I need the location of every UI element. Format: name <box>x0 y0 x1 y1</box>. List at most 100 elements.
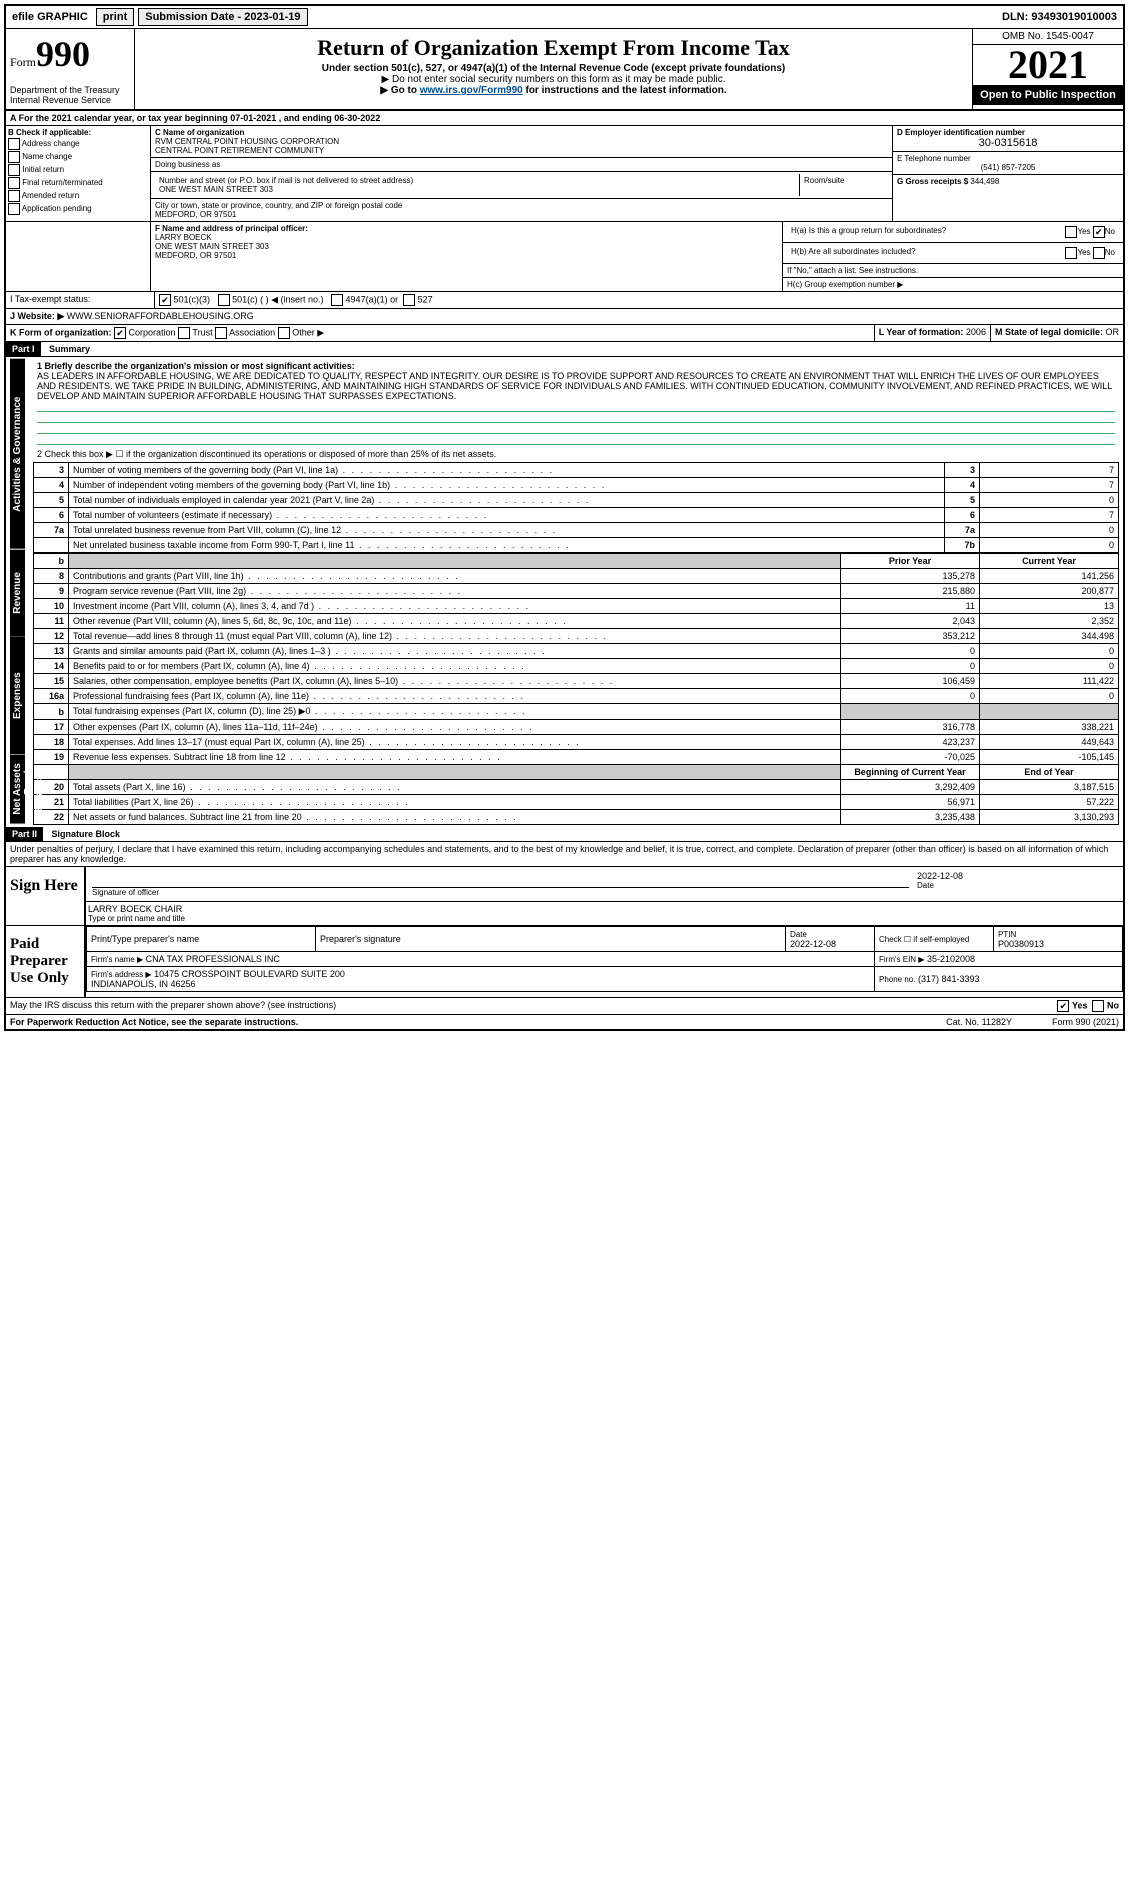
dba-row: Doing business as <box>151 158 892 172</box>
end-year-hdr: End of Year <box>980 765 1119 780</box>
chk-amended[interactable] <box>8 190 20 202</box>
curr-val: 57,222 <box>980 795 1119 810</box>
line-desc: Number of independent voting members of … <box>69 478 945 493</box>
ha-yes[interactable] <box>1065 226 1077 238</box>
vtab-net: Net Assets or Fund Balances <box>10 755 25 825</box>
goto-post: for instructions and the latest informat… <box>523 85 727 96</box>
prior-val: -70,025 <box>841 750 980 765</box>
money-line: bTotal fundraising expenses (Part IX, co… <box>34 704 1119 720</box>
chk-amended-label: Amended return <box>22 191 79 200</box>
line-num: 10 <box>34 599 69 614</box>
line-val: 0 <box>980 538 1119 553</box>
prior-val: 0 <box>841 689 980 704</box>
chk-app[interactable] <box>8 203 20 215</box>
i-label: I Tax-exempt status: <box>6 292 155 308</box>
gov-line: 4Number of independent voting members of… <box>34 478 1119 493</box>
ha-no[interactable] <box>1093 226 1105 238</box>
phone-value: (541) 857-7205 <box>897 163 1119 172</box>
chk-trust[interactable] <box>178 327 190 339</box>
l-527: 527 <box>418 294 433 304</box>
year-cols-table: b Prior Year Current Year 8Contributions… <box>33 553 1119 825</box>
officer-signature-line[interactable] <box>92 871 909 888</box>
l-label: L Year of formation: <box>879 327 964 337</box>
chk-address[interactable] <box>8 138 20 150</box>
pp-col4: Check ☐ if self-employed <box>875 927 994 952</box>
curr-val: 0 <box>980 659 1119 674</box>
chk-501c3[interactable] <box>159 294 171 306</box>
hc-label: H(c) Group exemption number ▶ <box>783 278 1123 291</box>
part-i-header: Part I Summary <box>6 342 1123 357</box>
part-i-tag: Part I <box>6 342 41 356</box>
discuss-no-l: No <box>1107 1000 1119 1010</box>
line-num: 6 <box>34 508 69 523</box>
chk-initial[interactable] <box>8 164 20 176</box>
b-label: B Check if applicable: <box>8 128 148 137</box>
irs-link[interactable]: www.irs.gov/Form990 <box>420 85 523 96</box>
print-button[interactable]: print <box>96 8 134 26</box>
line-box: 5 <box>945 493 980 508</box>
chk-final[interactable] <box>8 177 20 189</box>
hb-yes-l: Yes <box>1077 248 1090 257</box>
money-line: 20Total assets (Part X, line 16)3,292,40… <box>34 780 1119 795</box>
l-value: 2006 <box>966 327 986 337</box>
ul1 <box>37 401 1115 412</box>
street-value: ONE WEST MAIN STREET 303 <box>159 185 795 194</box>
chk-assoc[interactable] <box>215 327 227 339</box>
prior-year-hdr: Prior Year <box>841 554 980 569</box>
form-990-page: efile GRAPHIC print Submission Date - 20… <box>4 4 1125 1031</box>
form-header: Form990 Department of the Treasury Inter… <box>6 29 1123 111</box>
m-label: M State of legal domicile: <box>995 327 1103 337</box>
chk-corp[interactable] <box>114 327 126 339</box>
hb-yes[interactable] <box>1065 247 1077 259</box>
section-f: F Name and address of principal officer:… <box>151 222 782 291</box>
sign-here-block: Sign Here Signature of officer 2022-12-0… <box>6 867 1123 926</box>
chk-name[interactable] <box>8 151 20 163</box>
chk-address-label: Address change <box>22 139 80 148</box>
goto-line: ▶ Go to www.irs.gov/Form990 for instruct… <box>139 85 968 96</box>
b-cell: b <box>34 554 69 569</box>
part-ii-title: Signature Block <box>46 829 121 839</box>
chk-4947[interactable] <box>331 294 343 306</box>
line-box: 6 <box>945 508 980 523</box>
l-assoc: Association <box>229 327 275 337</box>
section-j: J Website: ▶ WWW.SENIORAFFORDABLEHOUSING… <box>6 309 1123 325</box>
gov-line: Net unrelated business taxable income fr… <box>34 538 1119 553</box>
chk-other[interactable] <box>278 327 290 339</box>
hb-note: If "No," attach a list. See instructions… <box>783 264 1123 278</box>
section-b-checks: B Check if applicable: Address change Na… <box>6 126 151 221</box>
line-2: 2 Check this box ▶ ☐ if the organization… <box>33 447 1119 462</box>
line-val: 0 <box>980 493 1119 508</box>
line-desc: Contributions and grants (Part VIII, lin… <box>69 569 841 584</box>
line-num: 11 <box>34 614 69 629</box>
j-label: J Website: ▶ <box>10 311 64 321</box>
mission-text: AS LEADERS IN AFFORDABLE HOUSING, WE ARE… <box>37 371 1115 401</box>
section-klm: K Form of organization: Corporation Trus… <box>6 325 1123 342</box>
form-ref: Form 990 (2021) <box>1052 1017 1119 1027</box>
form-number: 990 <box>36 34 90 74</box>
begin-year-hdr: Beginning of Current Year <box>841 765 980 780</box>
ha-yes-l: Yes <box>1077 227 1090 236</box>
line-desc: Net assets or fund balances. Subtract li… <box>69 810 841 825</box>
line-desc: Program service revenue (Part VIII, line… <box>69 584 841 599</box>
dln-label: DLN: 93493019010003 <box>1002 11 1123 23</box>
firm-name-l: Firm's name ▶ <box>91 955 143 964</box>
f-label: F Name and address of principal officer: <box>155 224 778 233</box>
vtab-rev: Revenue <box>10 550 25 638</box>
part-i-body: Activities & Governance Revenue Expenses… <box>6 357 1123 827</box>
tax-year: 2021 <box>973 45 1123 85</box>
discuss-no[interactable] <box>1092 1000 1104 1012</box>
chk-501c[interactable] <box>218 294 230 306</box>
line-desc: Total expenses. Add lines 13–17 (must eq… <box>69 735 841 750</box>
vtab-gov: Activities & Governance <box>10 359 25 550</box>
chk-527[interactable] <box>403 294 415 306</box>
sign-here-label: Sign Here <box>6 867 84 925</box>
discuss-yes[interactable] <box>1057 1000 1069 1012</box>
paid-preparer-block: Paid Preparer Use Only Print/Type prepar… <box>6 926 1123 998</box>
hb-no[interactable] <box>1093 247 1105 259</box>
part-ii-tag: Part II <box>6 827 43 841</box>
prior-val: 353,212 <box>841 629 980 644</box>
chk-app-label: Application pending <box>22 204 92 213</box>
line-val: 7 <box>980 478 1119 493</box>
form-title: Return of Organization Exempt From Incom… <box>139 35 968 61</box>
year-cell: OMB No. 1545-0047 2021 Open to Public In… <box>972 29 1123 109</box>
